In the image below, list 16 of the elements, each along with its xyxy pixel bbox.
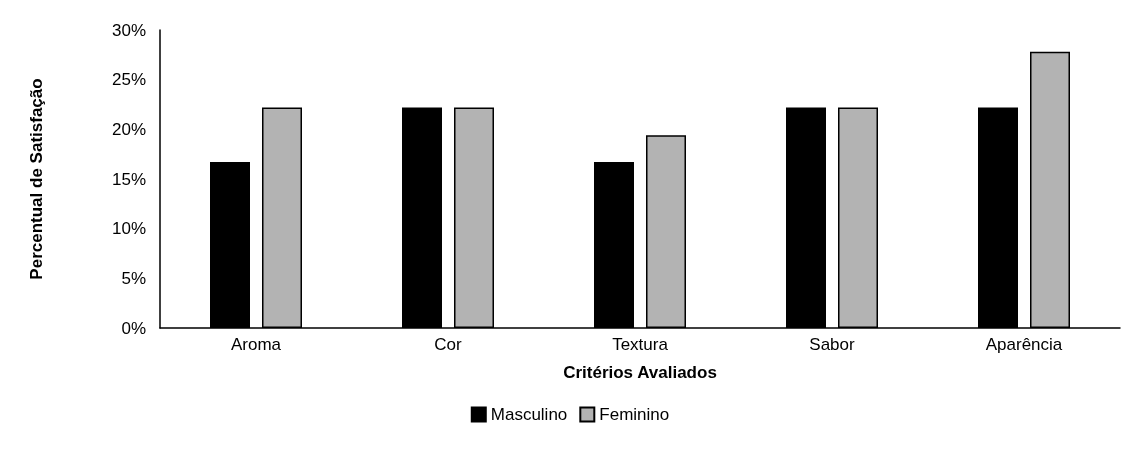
y-axis-title: Percentual de Satisfação: [27, 78, 46, 280]
y-tick-label: 0%: [121, 318, 146, 338]
x-tick-label: Sabor: [809, 335, 856, 354]
y-tick-label: 15%: [111, 169, 146, 189]
x-axis-title: Critérios Avaliados: [563, 363, 717, 382]
y-tick-label: 5%: [121, 268, 146, 288]
x-tick-label: Aparência: [985, 335, 1063, 354]
x-tick-label: Aroma: [230, 335, 282, 354]
legend-label: Feminino: [599, 405, 670, 424]
legend-label: Masculino: [490, 405, 568, 424]
y-tick-label: 20%: [111, 119, 146, 139]
y-tick-label: 30%: [111, 20, 146, 40]
x-tick-label: Textura: [612, 335, 669, 354]
y-tick-label: 10%: [111, 219, 146, 239]
y-tick-label: 25%: [111, 70, 146, 90]
x-tick-label: Cor: [434, 335, 463, 354]
